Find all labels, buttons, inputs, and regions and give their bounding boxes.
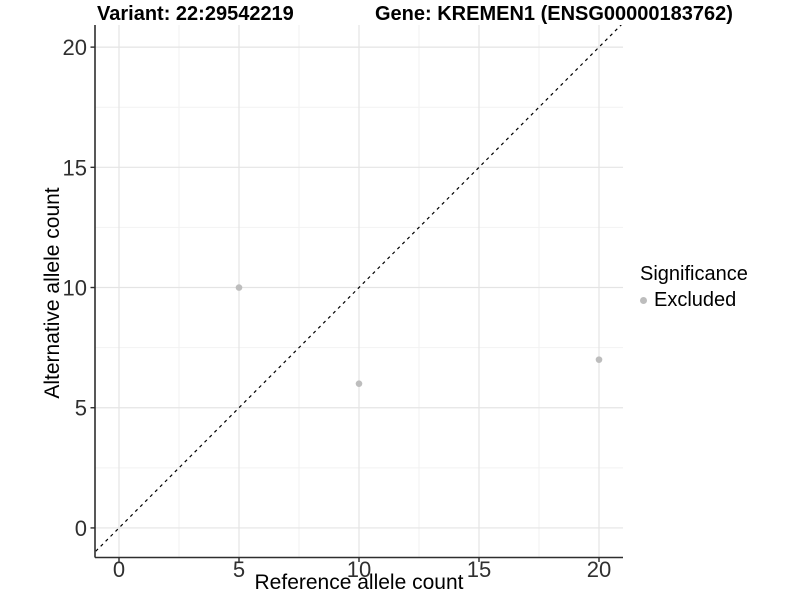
data-point bbox=[595, 356, 603, 363]
x-tick-label: 20 bbox=[587, 557, 611, 582]
plot-title-gene: Gene: KREMEN1 (ENSG00000183762) bbox=[375, 3, 733, 25]
plot-title-variant: Variant: 22:29542219 bbox=[97, 3, 294, 25]
identity-line bbox=[95, 25, 622, 553]
legend-title: Significance bbox=[640, 263, 748, 285]
legend: Significance Excluded bbox=[638, 263, 748, 312]
x-axis-title: Reference allele count bbox=[254, 571, 464, 594]
x-tick-label: 10 bbox=[347, 557, 371, 582]
y-tick-label: 5 bbox=[75, 396, 87, 421]
x-tick-label: 5 bbox=[233, 557, 245, 582]
x-tick-label: 0 bbox=[113, 557, 125, 582]
data-point bbox=[355, 380, 363, 387]
legend-point-icon bbox=[640, 297, 647, 304]
data-point bbox=[235, 284, 243, 291]
legend-item-label: Excluded bbox=[654, 289, 737, 311]
x-tick-label: 15 bbox=[467, 557, 491, 582]
y-tick-label: 20 bbox=[63, 35, 87, 60]
y-tick-label: 15 bbox=[63, 155, 87, 180]
legend-item-excluded: Excluded bbox=[638, 289, 748, 312]
y-tick-label: 10 bbox=[63, 276, 87, 301]
y-tick-label: 0 bbox=[75, 516, 87, 541]
